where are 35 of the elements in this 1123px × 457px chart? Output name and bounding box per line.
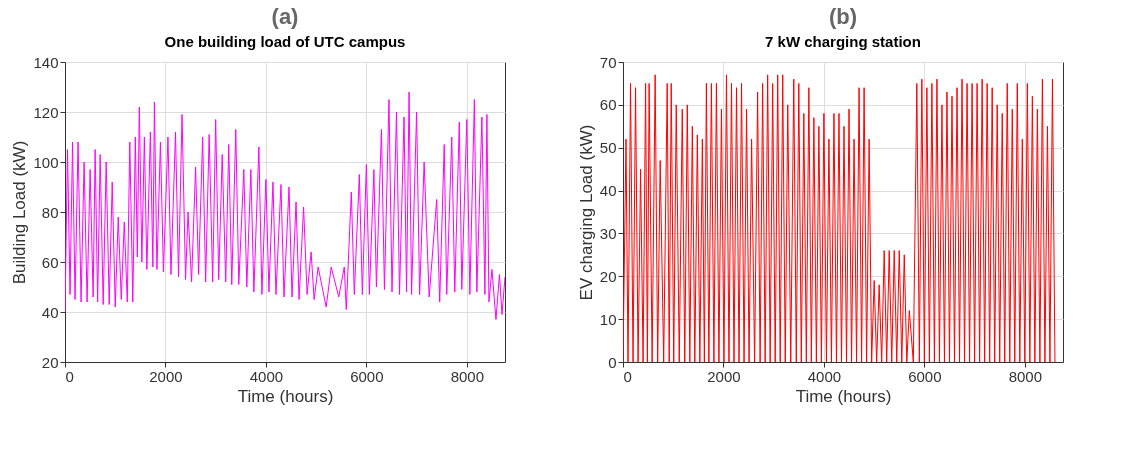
x-tick-label: 4000 <box>807 367 842 385</box>
y-tick-label: 120 <box>33 103 59 121</box>
x-tick-label: 0 <box>65 367 74 385</box>
y-tick-label: 60 <box>41 253 59 271</box>
x-axis-title: Time (hours) <box>795 386 892 406</box>
line-series <box>65 91 505 320</box>
x-tick-label: 2000 <box>707 367 741 385</box>
y-axis-title: Building Load (kW) <box>10 140 30 285</box>
y-tick-label: 0 <box>608 353 617 371</box>
line-series <box>623 74 1056 362</box>
chart-title: (b) <box>828 4 858 29</box>
y-tick-label: 70 <box>599 53 617 71</box>
x-tick-label: 6000 <box>908 367 942 385</box>
x-tick-label: 4000 <box>249 367 284 385</box>
y-tick-label: 80 <box>41 203 59 221</box>
x-tick-label: 8000 <box>1008 367 1043 385</box>
y-tick-label: 60 <box>599 96 617 114</box>
chart-subtitle: One building load of UTC campus <box>164 33 406 50</box>
x-tick-label: 6000 <box>350 367 384 385</box>
y-tick-label: 100 <box>33 153 59 171</box>
y-tick-label: 10 <box>599 310 617 328</box>
chart-subtitle: 7 kW charging station <box>765 33 921 50</box>
x-tick-label: 2000 <box>149 367 183 385</box>
y-axis-title: EV charging Load (kW) <box>576 124 596 301</box>
x-tick-label: 8000 <box>450 367 485 385</box>
x-tick-label: 0 <box>623 367 632 385</box>
y-tick-label: 30 <box>599 224 617 242</box>
chart-title: (a) <box>271 4 299 29</box>
y-tick-label: 20 <box>41 353 59 371</box>
y-tick-label: 140 <box>33 53 59 71</box>
y-tick-label: 20 <box>599 267 617 285</box>
x-axis-title: Time (hours) <box>237 386 334 406</box>
y-tick-label: 40 <box>41 303 59 321</box>
y-tick-label: 50 <box>599 139 617 157</box>
y-tick-label: 40 <box>599 182 617 200</box>
